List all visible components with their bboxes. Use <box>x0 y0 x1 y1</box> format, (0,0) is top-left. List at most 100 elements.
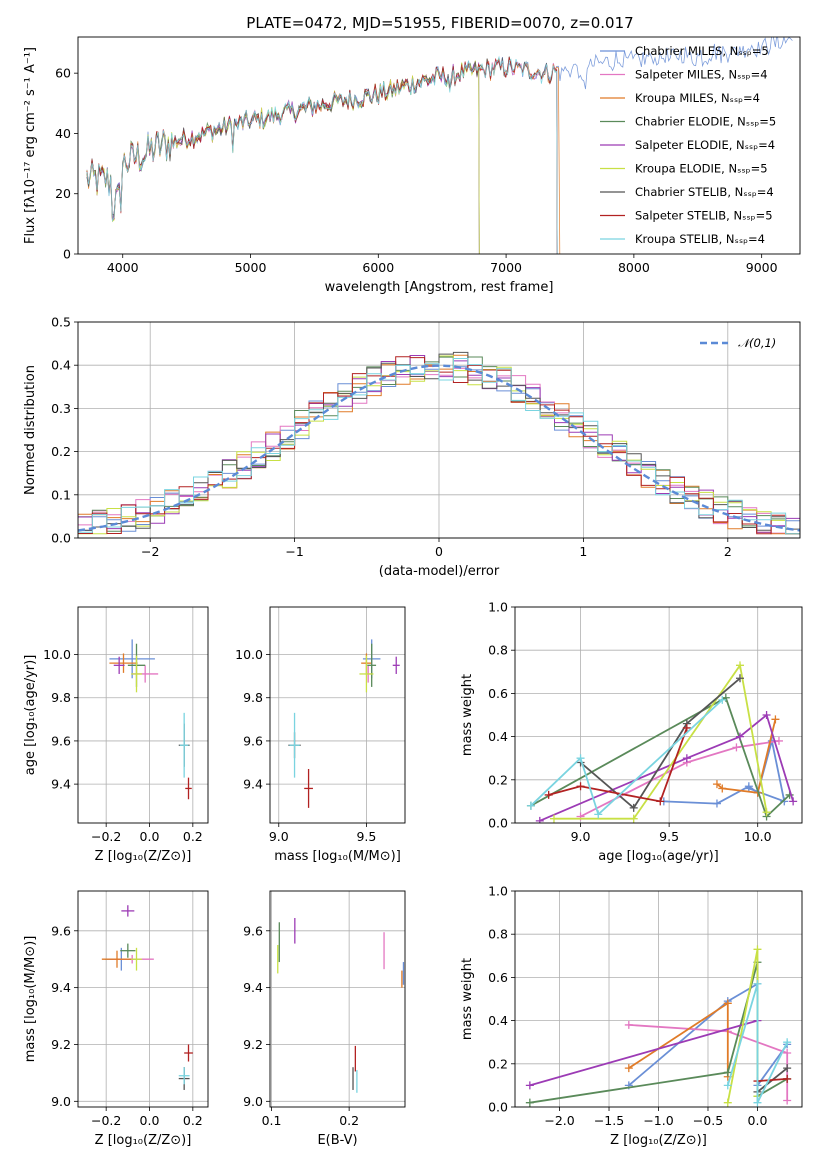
massweight-line <box>529 1019 758 1087</box>
legend-entry: Salpeter MILES, Nₛₛₚ=4 <box>635 68 768 82</box>
plus-marker <box>525 1098 534 1107</box>
massweight-line <box>726 983 789 1104</box>
plus-marker <box>783 1064 792 1073</box>
x-tick-label: 6000 <box>362 260 394 275</box>
massweight-line <box>530 696 791 819</box>
x-axis-label: Z [log₁₀(Z/Z⊙)] <box>610 1133 707 1148</box>
plus-marker <box>629 803 638 812</box>
y-tick-label: 9.0 <box>51 1094 71 1109</box>
y-tick-label: 0.0 <box>488 816 508 831</box>
y-axis-label: Flux [fλ10⁻¹⁷ erg cm⁻² s⁻¹ A⁻¹] <box>23 47 38 244</box>
x-axis-label: age [log₁₀(age/yr)] <box>598 849 719 864</box>
plus-marker <box>753 1098 762 1107</box>
y-tick-label: 0.6 <box>488 970 508 985</box>
y-axis-label: mass weight <box>460 674 475 756</box>
y-tick-label: 0.8 <box>488 643 508 658</box>
y-axis-label: mass [log₁₀(M/M⊙)] <box>23 936 38 1063</box>
plus-marker <box>789 797 798 806</box>
plus-marker <box>735 674 744 683</box>
y-tick-label: 0.0 <box>51 531 71 546</box>
y-axis-label: mass weight <box>460 958 475 1040</box>
axes-frame <box>514 606 803 824</box>
plot-area <box>86 37 793 254</box>
y-tick-label: 1.0 <box>488 884 508 899</box>
massweight-line <box>554 663 768 820</box>
plus-marker <box>783 1096 792 1105</box>
spectrum-line <box>86 56 558 254</box>
chart-massweight-vs-Z: −2.0 −1.5 −1.0 −0.5 0.0 0.0 0.2 0.4 0.6 0.8 1.0 Z [… <box>460 884 803 1148</box>
plus-marker <box>723 1068 732 1077</box>
histogram-steps <box>78 358 800 538</box>
x-tick-label: −1 <box>285 544 303 559</box>
chart-age-vs-Z: −0.2 0.0 0.2 9.4 9.6 9.8 10.0 Z [log₁₀(Z/Z⊙)] ag… <box>23 606 209 864</box>
x-tick-label: 2 <box>724 544 732 559</box>
y-tick-label: 9.6 <box>243 923 263 938</box>
y-tick-label: 0.2 <box>51 444 71 459</box>
x-tick-label: −0.2 <box>91 829 121 844</box>
plus-marker <box>594 810 603 819</box>
spectrum-line <box>86 56 561 254</box>
y-tick-label: 0.1 <box>51 487 71 502</box>
massweight-line <box>757 1078 788 1082</box>
x-tick-label: −1.0 <box>643 1113 673 1128</box>
massweight-line <box>579 677 741 810</box>
plus-marker <box>774 736 783 745</box>
legend-entry: Chabrier ELODIE, Nₛₛₚ=5 <box>635 115 776 129</box>
x-tick-label: −1.5 <box>594 1113 624 1128</box>
x-axis-label: E(B-V) <box>317 1133 357 1148</box>
y-tick-label: 9.6 <box>51 923 71 938</box>
plus-marker <box>723 999 732 1008</box>
y-tick-label: 0.4 <box>488 1013 508 1028</box>
normal-curve <box>78 364 800 532</box>
y-tick-label: 40 <box>55 126 71 141</box>
plus-marker <box>629 814 638 823</box>
plus-marker <box>656 797 665 806</box>
legend-entry: 𝒩(0,1) <box>738 336 776 350</box>
y-tick-label: 9.4 <box>51 980 71 995</box>
plus-marker <box>735 732 744 741</box>
plus-marker <box>783 1049 792 1057</box>
y-tick-label: 20 <box>55 186 71 201</box>
plus-marker <box>535 816 544 823</box>
plus-marker <box>723 1081 732 1090</box>
x-tick-label: 0.2 <box>183 829 203 844</box>
plus-marker <box>624 1020 633 1029</box>
y-tick-label: 9.6 <box>243 733 263 748</box>
y-tick-label: 10.0 <box>43 647 71 662</box>
x-tick-label: 0.2 <box>339 1113 359 1128</box>
massweight-line <box>548 727 688 803</box>
plus-marker <box>712 780 721 789</box>
y-axis-label: Normed distribution <box>23 365 38 495</box>
y-tick-label: 0.5 <box>51 315 71 330</box>
plot-area <box>101 905 193 1090</box>
axes-frame <box>269 606 406 824</box>
y-tick-label: 0.8 <box>488 927 508 942</box>
x-tick-label: −2.0 <box>544 1113 574 1128</box>
x-tick-label: 9000 <box>746 260 778 275</box>
y-tick-label: 1.0 <box>488 600 508 615</box>
plus-marker <box>526 801 535 810</box>
plus-marker <box>783 1038 792 1047</box>
axes-frame <box>77 321 801 539</box>
y-tick-label: 9.0 <box>243 1094 263 1109</box>
y-tick-label: 9.2 <box>243 1037 263 1052</box>
chart-massweight-vs-age: 9.0 9.5 10.0 0.0 0.2 0.4 0.6 0.8 1.0 age [log₁₀(a… <box>460 600 803 864</box>
legend-entry: Salpeter ELODIE, Nₛₛₚ=4 <box>635 138 775 152</box>
chart-spectrum: 4000 5000 6000 7000 8000 9000 0 20 40 60 wavelengt… <box>23 36 801 295</box>
x-tick-label: 4000 <box>107 260 139 275</box>
y-tick-label: 0.6 <box>488 686 508 701</box>
figure-title: PLATE=0472, MJD=51955, FIBERID=0070, z=0… <box>246 14 633 32</box>
legend-entry: Salpeter STELIB, Nₛₛₚ=5 <box>635 209 773 223</box>
chart-mass-vs-Z: −0.2 0.0 0.2 9.0 9.2 9.4 9.6 Z [log₁₀(Z/Z⊙)] mas… <box>23 890 209 1148</box>
massweight-line <box>530 699 723 817</box>
plot-area <box>526 661 798 823</box>
plus-marker <box>735 661 744 670</box>
plus-marker <box>762 711 771 719</box>
massweight-line <box>580 740 780 818</box>
y-tick-label: 0.0 <box>488 1100 508 1115</box>
plus-marker <box>783 1074 792 1083</box>
legend-entry: Kroupa ELODIE, Nₛₛₚ=5 <box>635 162 768 176</box>
x-axis-label: Z [log₁₀(Z/Z⊙)] <box>95 849 192 864</box>
x-tick-label: −0.2 <box>91 1113 121 1128</box>
